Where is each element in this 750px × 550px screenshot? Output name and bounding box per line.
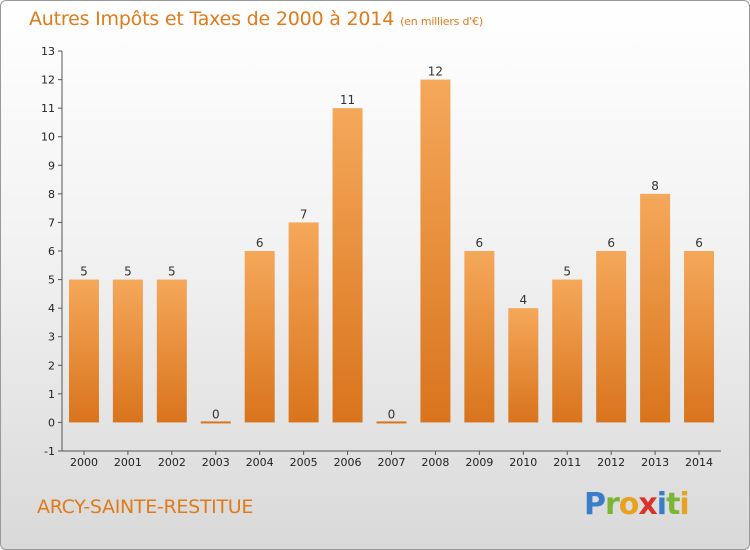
y-tick-label: 12 bbox=[41, 74, 55, 87]
y-tick-label: 13 bbox=[41, 45, 55, 58]
bar bbox=[112, 279, 143, 423]
bar bbox=[508, 308, 539, 423]
bar bbox=[464, 251, 495, 423]
x-tick-label: 2001 bbox=[114, 456, 142, 469]
y-tick-label: 9 bbox=[48, 159, 55, 172]
x-tick-label: 2003 bbox=[202, 456, 230, 469]
y-tick-label: 3 bbox=[48, 331, 55, 344]
data-label: 5 bbox=[563, 265, 571, 279]
data-label: 0 bbox=[212, 407, 220, 421]
x-tick-label: 2004 bbox=[246, 456, 274, 469]
logo-letter-x: x bbox=[638, 487, 657, 522]
x-tick-label: 2005 bbox=[290, 456, 318, 469]
bar bbox=[244, 251, 275, 423]
logo-letter-r: r bbox=[605, 487, 620, 522]
data-label: 0 bbox=[388, 407, 396, 421]
bar bbox=[200, 421, 231, 424]
logo-letter-i-2: i bbox=[679, 487, 689, 522]
x-tick-label: 2011 bbox=[553, 456, 581, 469]
logo-letter-i: i bbox=[656, 487, 667, 522]
x-tick-label: 2009 bbox=[465, 456, 493, 469]
data-label: 7 bbox=[300, 207, 308, 221]
y-tick-label: 0 bbox=[48, 416, 55, 429]
data-label: 5 bbox=[168, 265, 176, 279]
bar bbox=[288, 222, 319, 423]
y-tick-label: 5 bbox=[48, 274, 55, 287]
x-tick-label: 2006 bbox=[334, 456, 362, 469]
logo-letter-o: o bbox=[618, 487, 640, 522]
x-tick-label: 2013 bbox=[641, 456, 669, 469]
y-tick-label: 7 bbox=[48, 216, 55, 229]
data-label: 4 bbox=[519, 293, 527, 307]
chart-title-text: Autres Impôts et Taxes de 2000 à 2014 bbox=[29, 8, 395, 30]
x-tick-label: 2014 bbox=[685, 456, 713, 469]
bar bbox=[156, 279, 187, 423]
bar bbox=[552, 279, 583, 423]
x-tick-label: 2008 bbox=[421, 456, 449, 469]
bar bbox=[68, 279, 99, 423]
bar bbox=[420, 79, 451, 423]
data-label: 12 bbox=[428, 65, 443, 79]
y-tick-label: -1 bbox=[44, 445, 55, 458]
y-tick-label: 4 bbox=[48, 302, 55, 315]
x-tick-label: 2010 bbox=[509, 456, 537, 469]
bar bbox=[376, 421, 407, 424]
data-label: 5 bbox=[124, 265, 132, 279]
bar bbox=[332, 108, 363, 423]
logo-letter-p: P bbox=[584, 487, 606, 522]
data-label: 6 bbox=[607, 236, 615, 250]
y-tick-label: 11 bbox=[41, 102, 55, 115]
bar bbox=[684, 251, 715, 423]
y-tick-label: 8 bbox=[48, 188, 55, 201]
bar bbox=[596, 251, 627, 423]
data-label: 11 bbox=[340, 93, 355, 107]
chart-title: Autres Impôts et Taxes de 2000 à 2014 (en… bbox=[29, 8, 483, 30]
x-tick-label: 2007 bbox=[378, 456, 406, 469]
y-tick-label: 10 bbox=[41, 131, 55, 144]
data-label: 8 bbox=[651, 179, 659, 193]
y-tick-label: 2 bbox=[48, 359, 55, 372]
data-label: 6 bbox=[695, 236, 703, 250]
y-tick-label: 6 bbox=[48, 245, 55, 258]
y-tick-label: 1 bbox=[48, 388, 55, 401]
logo-letter-t: t bbox=[666, 487, 680, 522]
data-label: 5 bbox=[80, 265, 88, 279]
chart-subtitle: (en milliers d'€) bbox=[400, 15, 483, 28]
proxiti-logo: Proxiti bbox=[584, 487, 690, 522]
place-name: ARCY-SAINTE-RESTITUE bbox=[37, 496, 254, 518]
x-tick-label: 2000 bbox=[70, 456, 98, 469]
x-tick-label: 2012 bbox=[597, 456, 625, 469]
data-label: 6 bbox=[476, 236, 484, 250]
x-tick-label: 2002 bbox=[158, 456, 186, 469]
bar bbox=[640, 193, 671, 423]
data-label: 6 bbox=[256, 236, 264, 250]
